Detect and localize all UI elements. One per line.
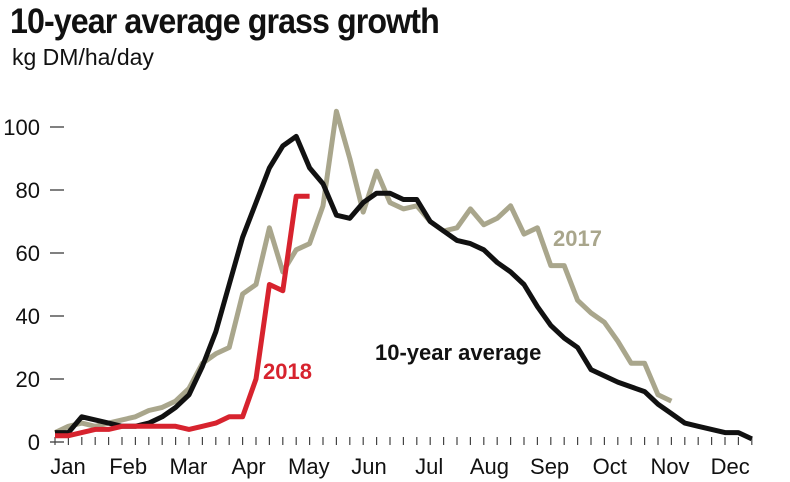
x-month-label: May (288, 454, 330, 479)
series-line-10-year-average (55, 133, 753, 442)
y-tick-label: 20 (16, 367, 40, 392)
x-month-label: Aug (470, 454, 509, 479)
x-month-label: Dec (711, 454, 750, 479)
x-month-label: Nov (650, 454, 689, 479)
series-label-10-year-average: 10-year average (375, 340, 541, 365)
y-tick-label: 80 (16, 178, 40, 203)
x-month-label: Jun (351, 454, 386, 479)
series-line-2018 (55, 193, 310, 439)
series-label-2018: 2018 (263, 359, 312, 384)
x-month-label: Oct (593, 454, 627, 479)
y-tick-label: 40 (16, 304, 40, 329)
x-month-label: Feb (109, 454, 147, 479)
x-month-label: Jul (415, 454, 443, 479)
y-tick-label: 0 (28, 430, 40, 455)
y-tick-label: 60 (16, 241, 40, 266)
series-label-2017: 2017 (553, 226, 602, 251)
chart-title: 10-year average grass growth (10, 2, 440, 41)
y-tick-label: 100 (3, 115, 40, 140)
series-line-2017 (53, 108, 673, 435)
x-month-label: Sep (530, 454, 569, 479)
x-month-label: Jan (50, 454, 85, 479)
x-month-label: Mar (169, 454, 207, 479)
chart-subtitle: kg DM/ha/day (12, 44, 154, 70)
x-month-label: Apr (231, 454, 265, 479)
